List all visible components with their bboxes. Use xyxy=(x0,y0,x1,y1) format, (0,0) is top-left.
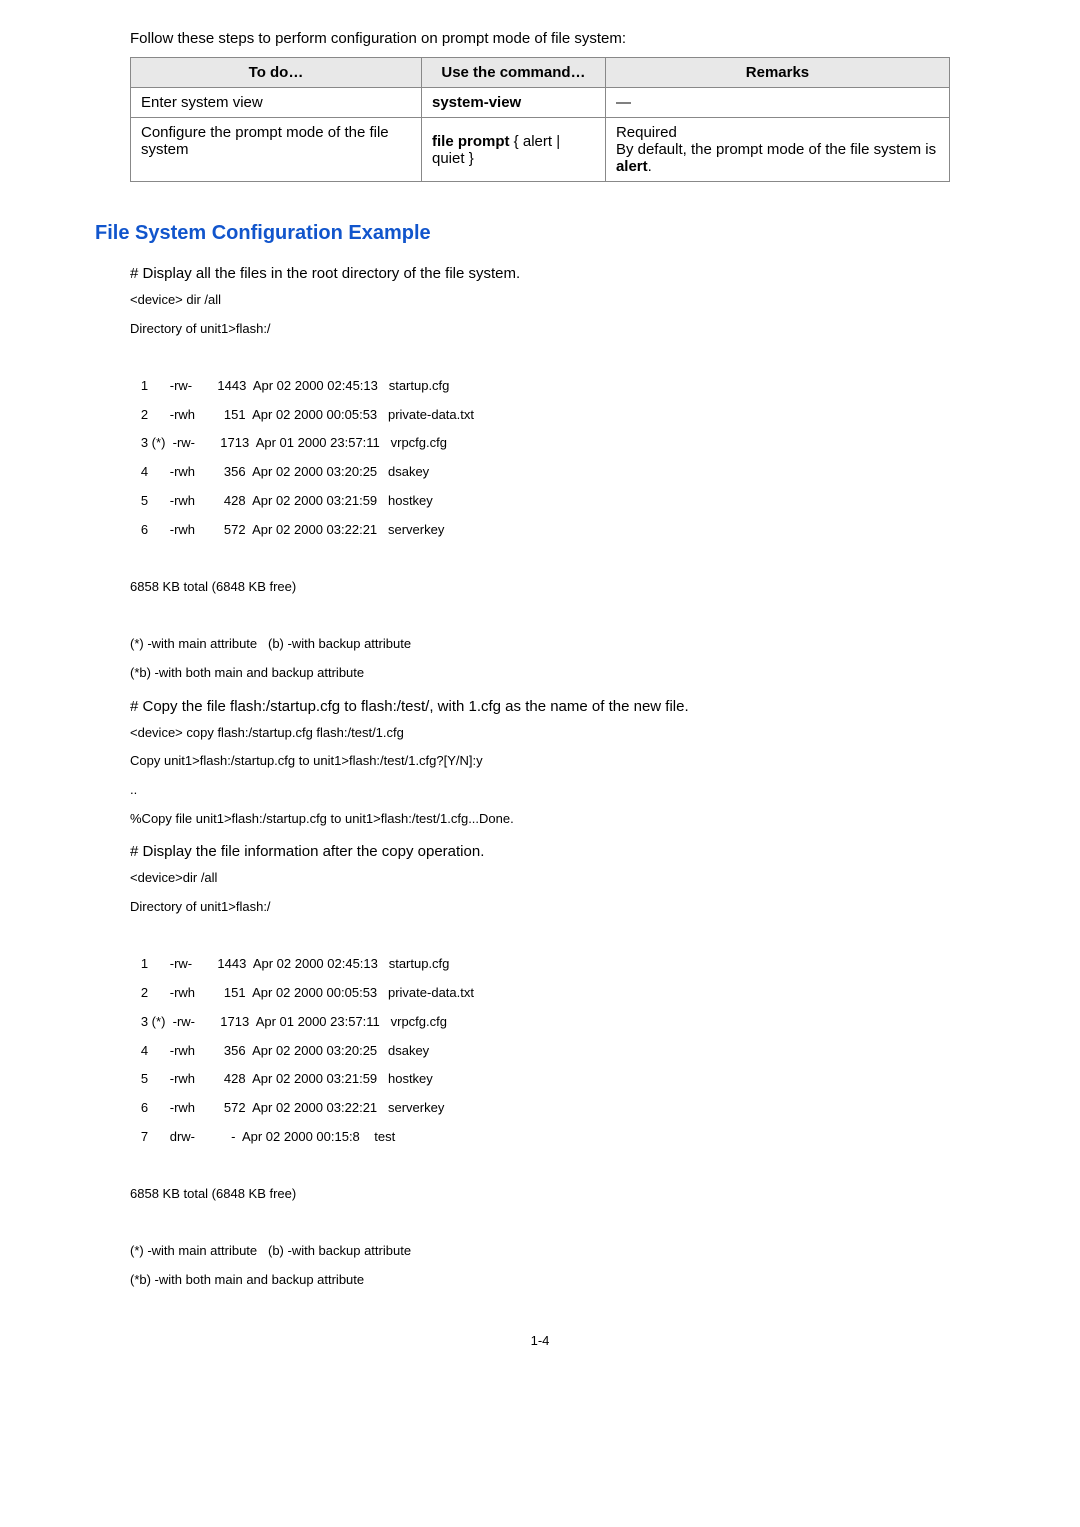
cli-line: 5 -rwh 428 Apr 02 2000 03:21:59 hostkey xyxy=(130,489,950,514)
command-table: To do… Use the command… Remarks Enter sy… xyxy=(130,57,950,182)
table-cell: Enter system view xyxy=(131,88,422,118)
cli-line: <device> copy flash:/startup.cfg flash:/… xyxy=(130,721,950,746)
cli-line: 3 (*) -rw- 1713 Apr 01 2000 23:57:11 vrp… xyxy=(130,1010,950,1035)
table-cell: file prompt { alert | quiet } xyxy=(422,118,606,182)
table-header: Remarks xyxy=(605,58,949,88)
cli-line: <device>dir /all xyxy=(130,866,950,891)
cli-line: 6858 KB total (6848 KB free) xyxy=(130,1182,950,1207)
intro-text: Follow these steps to perform configurat… xyxy=(130,30,950,47)
cli-blank xyxy=(130,1211,950,1236)
table-row: Enter system view system-view — xyxy=(131,88,950,118)
cli-line: Directory of unit1>flash:/ xyxy=(130,895,950,920)
cli-line: 7 drw- - Apr 02 2000 00:15:8 test xyxy=(130,1125,950,1150)
step-text: # Display the file information after the… xyxy=(130,843,950,860)
cli-line: 1 -rw- 1443 Apr 02 2000 02:45:13 startup… xyxy=(130,374,950,399)
cli-line: 2 -rwh 151 Apr 02 2000 00:05:53 private-… xyxy=(130,403,950,428)
cli-line: 4 -rwh 356 Apr 02 2000 03:20:25 dsakey xyxy=(130,460,950,485)
cli-blank xyxy=(130,604,950,629)
cli-line: 3 (*) -rw- 1713 Apr 01 2000 23:57:11 vrp… xyxy=(130,431,950,456)
cli-line: 6858 KB total (6848 KB free) xyxy=(130,575,950,600)
table-cell: Required By default, the prompt mode of … xyxy=(605,118,949,182)
cli-line: (*) -with main attribute (b) -with backu… xyxy=(130,632,950,657)
table-cell: — xyxy=(605,88,949,118)
cli-blank xyxy=(130,924,950,949)
table-header: To do… xyxy=(131,58,422,88)
cli-line: 6 -rwh 572 Apr 02 2000 03:22:21 serverke… xyxy=(130,1096,950,1121)
cli-blank xyxy=(130,345,950,370)
table-header: Use the command… xyxy=(422,58,606,88)
section-heading: File System Configuration Example xyxy=(95,222,950,245)
step-text: # Copy the file flash:/startup.cfg to fl… xyxy=(130,698,950,715)
table-cell: system-view xyxy=(422,88,606,118)
cli-line: (*b) -with both main and backup attribut… xyxy=(130,661,950,686)
cli-line: 1 -rw- 1443 Apr 02 2000 02:45:13 startup… xyxy=(130,952,950,977)
cli-line: (*b) -with both main and backup attribut… xyxy=(130,1268,950,1293)
cli-line: %Copy file unit1>flash:/startup.cfg to u… xyxy=(130,807,950,832)
cli-line: (*) -with main attribute (b) -with backu… xyxy=(130,1239,950,1264)
cli-line: Copy unit1>flash:/startup.cfg to unit1>f… xyxy=(130,749,950,774)
table-row: Configure the prompt mode of the file sy… xyxy=(131,118,950,182)
cli-line: 6 -rwh 572 Apr 02 2000 03:22:21 serverke… xyxy=(130,518,950,543)
cli-line: 4 -rwh 356 Apr 02 2000 03:20:25 dsakey xyxy=(130,1039,950,1064)
cli-line: .. xyxy=(130,778,950,803)
cli-blank xyxy=(130,546,950,571)
page-number: 1-4 xyxy=(130,1333,950,1348)
table-cell: Configure the prompt mode of the file sy… xyxy=(131,118,422,182)
cli-line: 5 -rwh 428 Apr 02 2000 03:21:59 hostkey xyxy=(130,1067,950,1092)
step-text: # Display all the files in the root dire… xyxy=(130,265,950,282)
cli-line: Directory of unit1>flash:/ xyxy=(130,317,950,342)
cli-line: 2 -rwh 151 Apr 02 2000 00:05:53 private-… xyxy=(130,981,950,1006)
cli-line: <device> dir /all xyxy=(130,288,950,313)
cli-blank xyxy=(130,1153,950,1178)
